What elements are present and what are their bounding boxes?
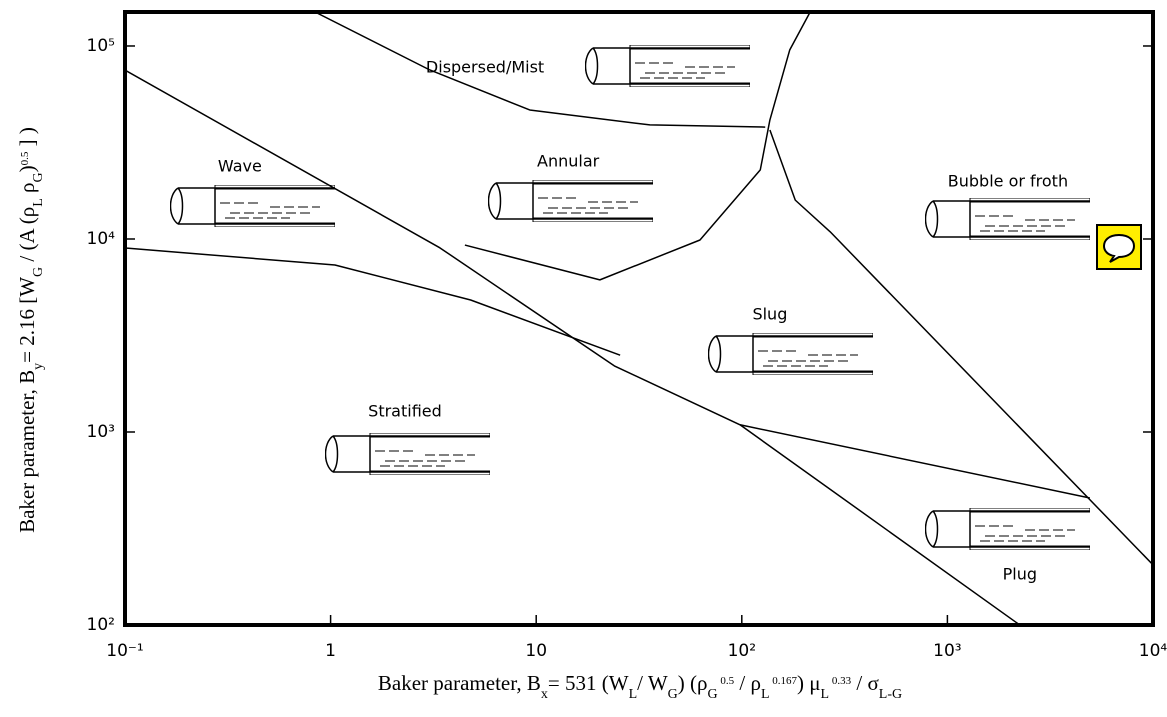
axis-title-part: ) μ xyxy=(797,671,821,695)
region-label: Plug xyxy=(1003,564,1037,583)
axis-title-part: L xyxy=(761,687,770,702)
y-tick-label: 10² xyxy=(87,615,115,635)
axis-title-part: = 2.16 [W xyxy=(15,277,39,363)
region-label: Wave xyxy=(218,157,262,176)
axis-title-part: 0.5 xyxy=(718,675,735,687)
axis-title-part: 0.5 xyxy=(19,151,31,165)
comment-button[interactable] xyxy=(1096,224,1142,270)
region-label: Dispersed/Mist xyxy=(426,58,544,77)
x-tick-label: 10³ xyxy=(933,641,961,661)
axis-title-part: 0.167 xyxy=(770,675,798,687)
plot-frame xyxy=(123,10,1155,627)
regime-boundary xyxy=(769,129,1153,566)
x-tick-label: 10² xyxy=(728,641,756,661)
regime-boundary xyxy=(739,424,1091,499)
axis-title-part: / σ xyxy=(851,671,879,695)
regime-boundary xyxy=(314,12,766,128)
axis-title-part: y xyxy=(31,363,46,370)
x-axis-title: Baker parameter, Bx= 531 (WL/ WG) (ρG 0.… xyxy=(378,671,902,702)
axis-title-part: ρ xyxy=(15,182,39,198)
x-tick-label: 10⁴ xyxy=(1139,641,1167,661)
y-tick-label: 10³ xyxy=(87,422,115,442)
x-tick-label: 10 xyxy=(525,641,547,661)
axis-title-part: G xyxy=(31,172,46,182)
axis-title-part: ) (ρ xyxy=(678,671,708,695)
region-label: Slug xyxy=(752,304,787,323)
axis-title-part: Baker parameter, B xyxy=(15,370,39,533)
x-tick-label: 1 xyxy=(325,641,336,661)
region-label: Bubble or froth xyxy=(948,172,1068,191)
axis-title-part: L xyxy=(31,198,46,207)
region-label: Stratified xyxy=(368,401,442,420)
axis-title-part: / ρ xyxy=(734,671,761,695)
regime-boundary xyxy=(125,69,1021,625)
axis-title-part: L xyxy=(821,687,830,702)
axis-title-part: = 531 (W xyxy=(548,671,629,695)
y-tick-label: 10⁴ xyxy=(87,229,116,249)
axis-title-part: G xyxy=(708,687,718,702)
axis-title-part: ) xyxy=(15,165,39,172)
axis-title-part: x xyxy=(541,687,548,702)
axis-title-part: G xyxy=(668,687,678,702)
x-tick-label: 10⁻¹ xyxy=(106,641,143,661)
regime-boundary xyxy=(125,247,621,356)
axis-title-part: Baker parameter, xyxy=(378,671,527,695)
axis-title-part: L xyxy=(629,687,638,702)
axis-title-part: G xyxy=(31,267,46,277)
region-label: Annular xyxy=(537,151,600,170)
axis-title-part: L-G xyxy=(879,687,902,702)
regime-boundary xyxy=(464,12,811,281)
axis-title-part: 0.33 xyxy=(829,675,852,687)
pipe-icons xyxy=(170,45,1090,550)
y-axis-title: Baker parameter, By= 2.16 [WG / (A (ρL ρ… xyxy=(15,127,46,533)
y-tick-label: 10⁵ xyxy=(87,36,115,56)
axis-title-part: / W xyxy=(637,671,668,695)
axis-title-part: ] ) xyxy=(15,127,39,152)
axis-title-part: B xyxy=(527,671,541,695)
axis-title-part: / (A (ρ xyxy=(15,207,39,267)
